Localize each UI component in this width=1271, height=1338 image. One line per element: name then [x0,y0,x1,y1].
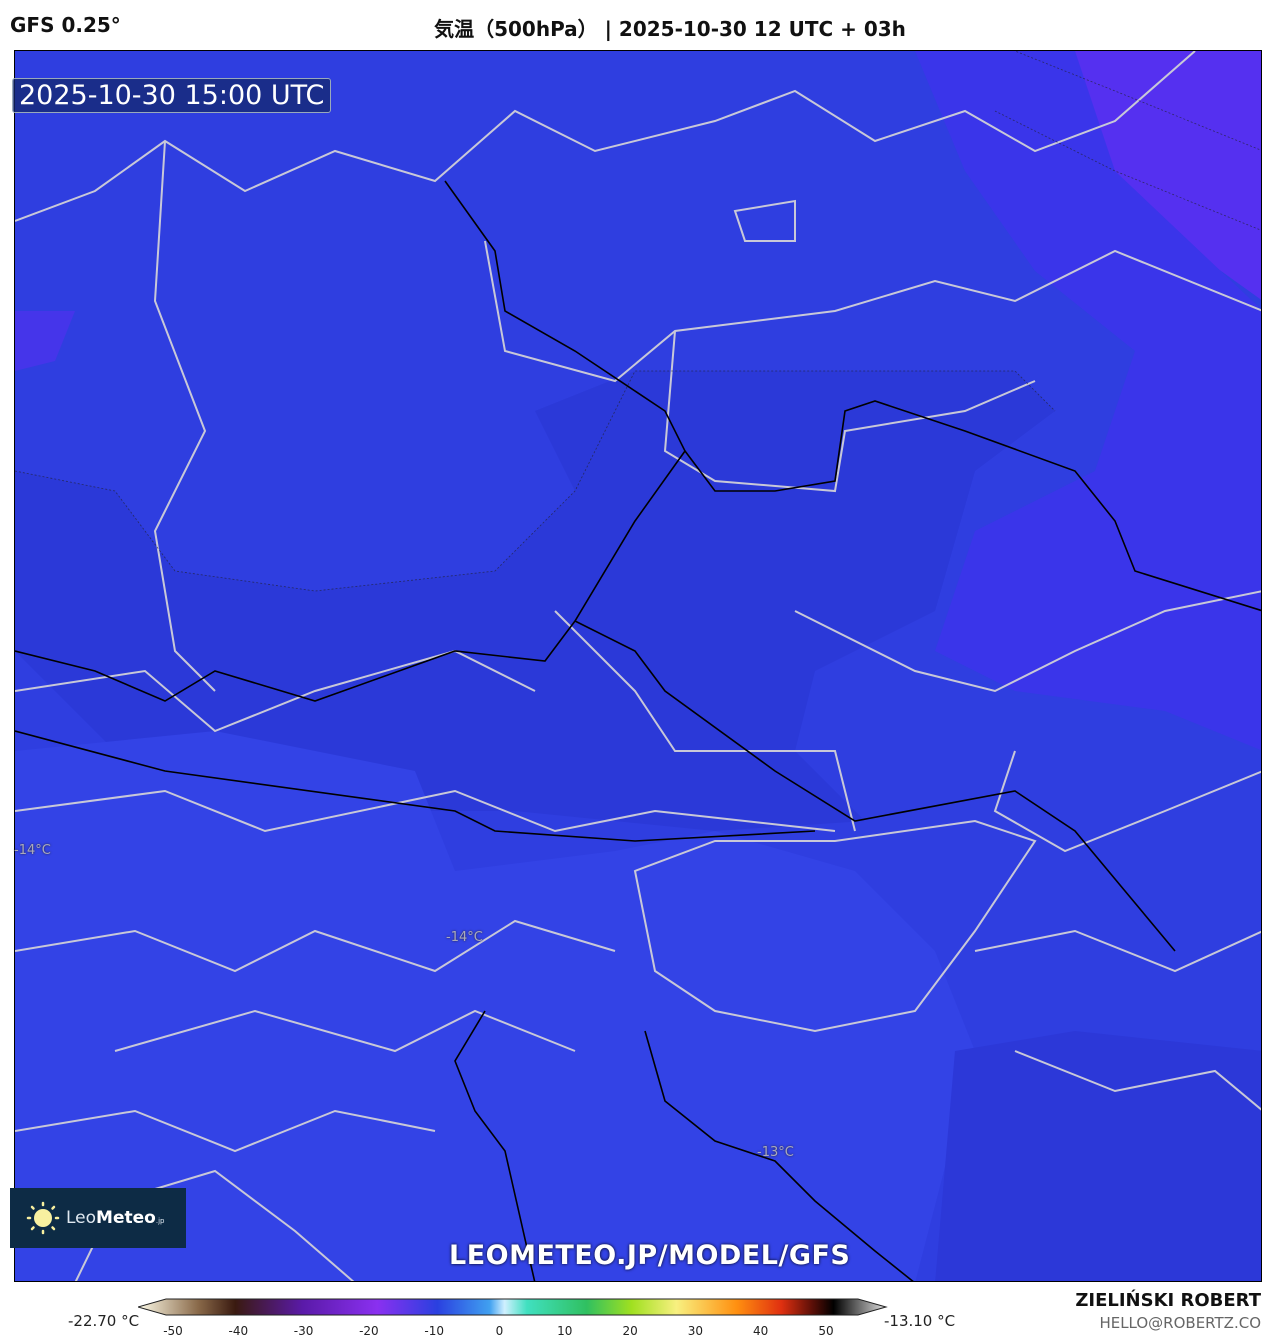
contour-region-violet [1075,51,1261,300]
coastline [15,180,1261,1281]
country-borders [15,51,1261,1281]
colorbar-tick: -10 [424,1324,444,1338]
contour-region-dark [15,371,1055,831]
logo-text: LeoMeteo.jp [66,1208,165,1228]
colorbar-tick: -50 [163,1324,183,1338]
colorbar-tick: 0 [495,1324,504,1338]
sun-icon [26,1201,60,1235]
leometeo-logo: LeoMeteo.jp [10,1188,186,1248]
contour-region [15,311,75,371]
colorbar-tick: 40 [753,1324,769,1338]
contour-region-dark [935,1031,1261,1281]
colorbar-tick: 50 [818,1324,834,1338]
colorbar-min-label: -22.70 °C [68,1312,140,1330]
colorbar-max-label: -13.10 °C [884,1312,956,1330]
contour-label: -13°C [757,1145,794,1160]
temperature-map [14,50,1262,1282]
author-email[interactable]: HELLO@ROBERTZ.CO [1099,1314,1261,1332]
chart-title: 気温（500hPa） | 2025-10-30 12 UTC + 03h [434,17,906,41]
colorbar [138,1298,888,1316]
isotherms [15,51,1261,592]
colorbar-tick: -40 [228,1324,249,1338]
colorbar-tick: 20 [622,1324,638,1338]
contour-region-purple [915,51,1261,751]
contour-label: -14°C [14,843,51,858]
author-credit: ZIELIŃSKI ROBERT [1075,1290,1261,1311]
colorbar-tick: -20 [359,1324,379,1338]
map-field [15,51,1261,1281]
site-watermark: LEOMETEO.JP/MODEL/GFS [449,1240,851,1271]
colorbar-tick: -30 [293,1324,314,1338]
colorbar-tick: 10 [557,1324,573,1338]
valid-time-badge: 2025-10-30 15:00 UTC [12,78,332,113]
model-label: GFS 0.25° [10,13,121,37]
contour-label: -14°C [446,930,483,945]
colorbar-tick: 30 [687,1324,704,1338]
